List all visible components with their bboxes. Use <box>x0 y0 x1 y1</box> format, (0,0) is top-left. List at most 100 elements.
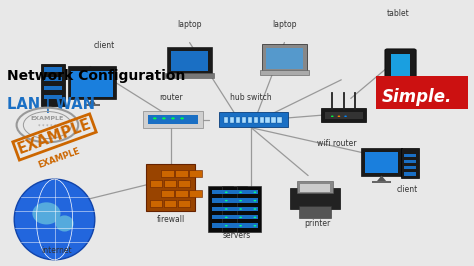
FancyBboxPatch shape <box>161 190 173 197</box>
Text: EXAMPLE: EXAMPLE <box>37 147 82 170</box>
Circle shape <box>239 192 242 193</box>
FancyBboxPatch shape <box>290 188 340 209</box>
FancyBboxPatch shape <box>300 206 331 218</box>
Circle shape <box>171 117 175 119</box>
FancyBboxPatch shape <box>240 207 258 211</box>
FancyBboxPatch shape <box>175 169 188 177</box>
FancyBboxPatch shape <box>150 180 162 187</box>
Circle shape <box>239 208 242 210</box>
Circle shape <box>225 200 228 201</box>
FancyBboxPatch shape <box>161 169 173 177</box>
FancyBboxPatch shape <box>240 223 258 228</box>
FancyBboxPatch shape <box>325 112 363 119</box>
Text: hub switch: hub switch <box>230 93 272 102</box>
Text: Network Configuration: Network Configuration <box>7 69 185 83</box>
FancyBboxPatch shape <box>175 190 188 197</box>
FancyBboxPatch shape <box>148 115 198 124</box>
FancyBboxPatch shape <box>211 190 229 194</box>
FancyBboxPatch shape <box>219 112 288 127</box>
Circle shape <box>225 225 228 227</box>
FancyBboxPatch shape <box>164 180 176 187</box>
FancyBboxPatch shape <box>84 104 100 106</box>
FancyBboxPatch shape <box>189 169 202 177</box>
FancyBboxPatch shape <box>44 77 62 81</box>
Circle shape <box>254 208 256 210</box>
FancyBboxPatch shape <box>297 181 333 193</box>
FancyBboxPatch shape <box>226 190 243 194</box>
FancyBboxPatch shape <box>68 66 116 99</box>
FancyBboxPatch shape <box>178 180 191 187</box>
Circle shape <box>239 225 242 227</box>
FancyBboxPatch shape <box>165 73 214 78</box>
FancyBboxPatch shape <box>189 190 202 197</box>
Polygon shape <box>88 98 96 105</box>
FancyBboxPatch shape <box>404 172 416 176</box>
FancyBboxPatch shape <box>72 70 113 97</box>
Circle shape <box>225 217 228 218</box>
Text: wifi router: wifi router <box>317 139 356 148</box>
FancyBboxPatch shape <box>44 86 62 90</box>
FancyBboxPatch shape <box>321 108 366 122</box>
FancyBboxPatch shape <box>331 93 333 95</box>
FancyBboxPatch shape <box>277 117 282 123</box>
Circle shape <box>337 115 340 117</box>
FancyBboxPatch shape <box>150 200 162 207</box>
Circle shape <box>239 217 242 218</box>
FancyBboxPatch shape <box>226 207 243 211</box>
FancyBboxPatch shape <box>146 164 195 211</box>
Ellipse shape <box>55 215 73 231</box>
Text: client: client <box>94 41 115 50</box>
Circle shape <box>162 117 166 119</box>
Circle shape <box>344 115 347 117</box>
Ellipse shape <box>14 179 95 260</box>
FancyBboxPatch shape <box>226 223 243 228</box>
FancyBboxPatch shape <box>237 186 261 231</box>
FancyBboxPatch shape <box>372 181 391 183</box>
Text: firewall: firewall <box>156 215 185 224</box>
FancyBboxPatch shape <box>143 111 203 128</box>
FancyBboxPatch shape <box>365 152 398 173</box>
FancyBboxPatch shape <box>361 148 402 176</box>
FancyBboxPatch shape <box>404 166 416 169</box>
Text: EXAMPLE: EXAMPLE <box>31 116 64 121</box>
Circle shape <box>254 225 256 227</box>
FancyBboxPatch shape <box>343 93 345 95</box>
FancyBboxPatch shape <box>404 160 416 163</box>
FancyBboxPatch shape <box>164 200 176 207</box>
FancyBboxPatch shape <box>172 51 208 71</box>
Text: tablet: tablet <box>387 9 410 18</box>
FancyBboxPatch shape <box>222 186 247 231</box>
FancyBboxPatch shape <box>211 215 229 219</box>
Text: Simple.: Simple. <box>382 88 452 106</box>
FancyBboxPatch shape <box>178 200 191 207</box>
FancyBboxPatch shape <box>354 93 356 95</box>
Circle shape <box>254 217 256 218</box>
FancyBboxPatch shape <box>271 117 276 123</box>
FancyBboxPatch shape <box>385 49 416 95</box>
FancyBboxPatch shape <box>211 223 229 228</box>
FancyBboxPatch shape <box>167 47 212 74</box>
Text: laptop: laptop <box>177 20 202 29</box>
Circle shape <box>254 200 256 201</box>
FancyBboxPatch shape <box>248 117 252 123</box>
FancyBboxPatch shape <box>41 64 64 106</box>
Polygon shape <box>377 176 386 181</box>
FancyBboxPatch shape <box>240 198 258 203</box>
Text: client: client <box>397 185 418 194</box>
Circle shape <box>239 200 242 201</box>
Text: printer: printer <box>304 219 331 228</box>
Text: router: router <box>159 93 182 102</box>
FancyBboxPatch shape <box>404 154 416 157</box>
FancyBboxPatch shape <box>391 54 410 90</box>
Circle shape <box>225 208 228 210</box>
Text: LAN | WAN: LAN | WAN <box>7 97 95 113</box>
FancyBboxPatch shape <box>260 70 309 75</box>
Circle shape <box>180 117 184 119</box>
FancyBboxPatch shape <box>240 190 258 194</box>
FancyBboxPatch shape <box>301 184 330 192</box>
FancyBboxPatch shape <box>211 207 229 211</box>
FancyBboxPatch shape <box>262 44 307 72</box>
FancyBboxPatch shape <box>44 95 62 99</box>
Circle shape <box>331 115 334 117</box>
FancyBboxPatch shape <box>254 117 258 123</box>
